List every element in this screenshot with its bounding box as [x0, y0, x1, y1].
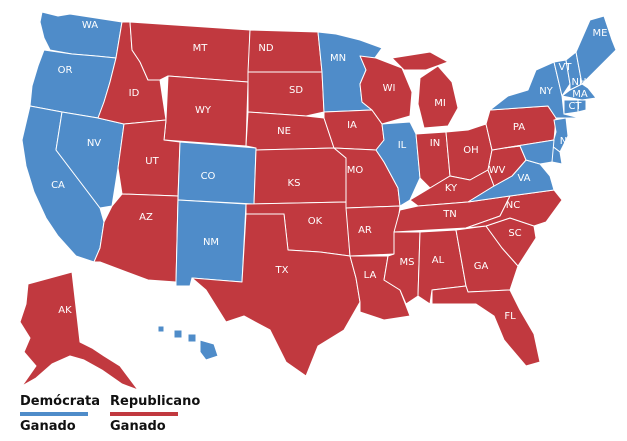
legend-rep-line1: Republicano — [110, 394, 201, 409]
legend-rep-line2: Ganado — [110, 419, 166, 434]
state-tx[interactable] — [191, 213, 361, 377]
label-ia: IA — [347, 120, 357, 131]
label-ne: NE — [277, 126, 291, 137]
label-ak: AK — [58, 305, 72, 316]
legend-rep-swatch — [110, 412, 178, 416]
legend-dem: Demócrata Ganado — [20, 393, 100, 435]
label-ky: KY — [445, 183, 458, 194]
label-ct: CT — [568, 101, 582, 112]
label-ga: GA — [474, 261, 489, 272]
state-fl[interactable] — [431, 285, 541, 367]
state-ri[interactable] — [577, 99, 587, 113]
label-vt: VT — [559, 62, 573, 73]
state-wy[interactable] — [163, 75, 249, 147]
label-or: OR — [58, 65, 73, 76]
label-fl: FL — [504, 311, 516, 322]
label-md: MD — [562, 161, 579, 172]
label-de: DE — [563, 150, 577, 161]
label-id: ID — [129, 88, 140, 99]
label-pa: PA — [513, 122, 525, 133]
label-ca: CA — [51, 180, 65, 191]
legend-dem-line2: Ganado — [20, 419, 76, 434]
label-nd: ND — [258, 43, 273, 54]
label-co: CO — [201, 171, 216, 182]
legend-rep: Republicano Ganado — [110, 393, 200, 435]
label-ok: OK — [308, 216, 323, 227]
label-ks: KS — [288, 178, 301, 189]
label-wv: WV — [489, 165, 506, 176]
state-il[interactable] — [375, 121, 421, 207]
state-ks[interactable] — [253, 147, 347, 205]
label-nc: NC — [506, 200, 520, 211]
state-hi[interactable] — [157, 325, 219, 361]
state-ak[interactable] — [19, 271, 139, 391]
state-nc[interactable] — [465, 189, 563, 229]
state-co[interactable] — [177, 141, 257, 205]
label-sd: SD — [289, 85, 303, 96]
label-wa: WA — [82, 20, 98, 31]
label-me: ME — [593, 28, 608, 39]
state-ar[interactable] — [345, 205, 401, 257]
label-mn: MN — [330, 53, 346, 64]
state-mi[interactable] — [391, 51, 459, 129]
state-sd[interactable] — [247, 71, 325, 117]
legend-dem-swatch — [20, 412, 88, 416]
label-ar: AR — [358, 225, 372, 236]
label-nh: NH — [572, 77, 587, 88]
label-ms: MS — [400, 257, 415, 268]
label-wi: WI — [383, 83, 396, 94]
label-wy: WY — [195, 105, 212, 116]
label-sc: SC — [508, 228, 521, 239]
label-tn: TN — [442, 209, 457, 220]
label-mt: MT — [193, 43, 209, 54]
label-nm: NM — [203, 237, 219, 248]
legend-dem-line1: Demócrata — [20, 394, 100, 409]
label-nv: NV — [87, 138, 101, 149]
label-mi: MI — [434, 98, 446, 109]
state-md[interactable] — [503, 139, 555, 165]
label-in: IN — [430, 138, 440, 149]
label-nj: NJ — [560, 136, 570, 147]
label-ny: NY — [539, 86, 553, 97]
label-ri: RI — [591, 105, 601, 116]
label-al: AL — [432, 255, 445, 266]
map-legend: Demócrata Ganado Republicano Ganado — [20, 393, 220, 439]
label-az: AZ — [139, 212, 153, 223]
label-ma: MA — [572, 89, 588, 100]
label-mo: MO — [347, 165, 364, 176]
label-tx: TX — [275, 265, 289, 276]
label-la: LA — [364, 270, 377, 281]
state-me[interactable] — [575, 15, 617, 85]
label-il: IL — [398, 140, 407, 151]
label-va: VA — [517, 173, 530, 184]
state-mt[interactable] — [129, 21, 251, 83]
label-ut: UT — [145, 156, 159, 167]
label-oh: OH — [463, 145, 478, 156]
